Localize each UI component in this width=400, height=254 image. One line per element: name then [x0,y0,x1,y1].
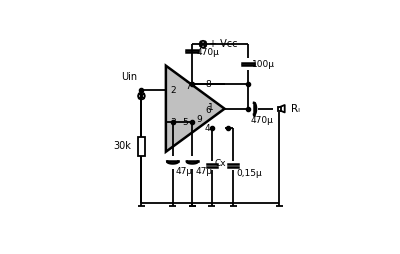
Polygon shape [166,66,224,152]
Text: 5: 5 [182,118,188,126]
Text: 7: 7 [186,82,191,91]
Text: 6: 6 [205,106,211,115]
Text: 2: 2 [171,86,176,95]
Text: 100μ: 100μ [252,60,275,69]
Text: 8: 8 [205,80,211,89]
Text: Cx: Cx [215,159,226,168]
Text: 1: 1 [208,103,214,112]
Text: 4: 4 [205,124,211,133]
Text: Rₗ: Rₗ [291,104,300,114]
Text: 9: 9 [196,115,202,124]
Text: 30k: 30k [114,141,132,151]
Text: 3: 3 [171,118,176,126]
Text: 470μ: 470μ [196,49,220,57]
Bar [278,107,281,111]
Text: + Vcc: + Vcc [209,39,238,49]
Text: Uin: Uin [121,72,138,82]
Text: 470μ: 470μ [250,116,274,125]
Text: 0,15μ: 0,15μ [236,169,262,178]
Text: 47μ: 47μ [176,167,193,176]
Bar [138,137,145,156]
Text: 47μ: 47μ [196,167,212,176]
